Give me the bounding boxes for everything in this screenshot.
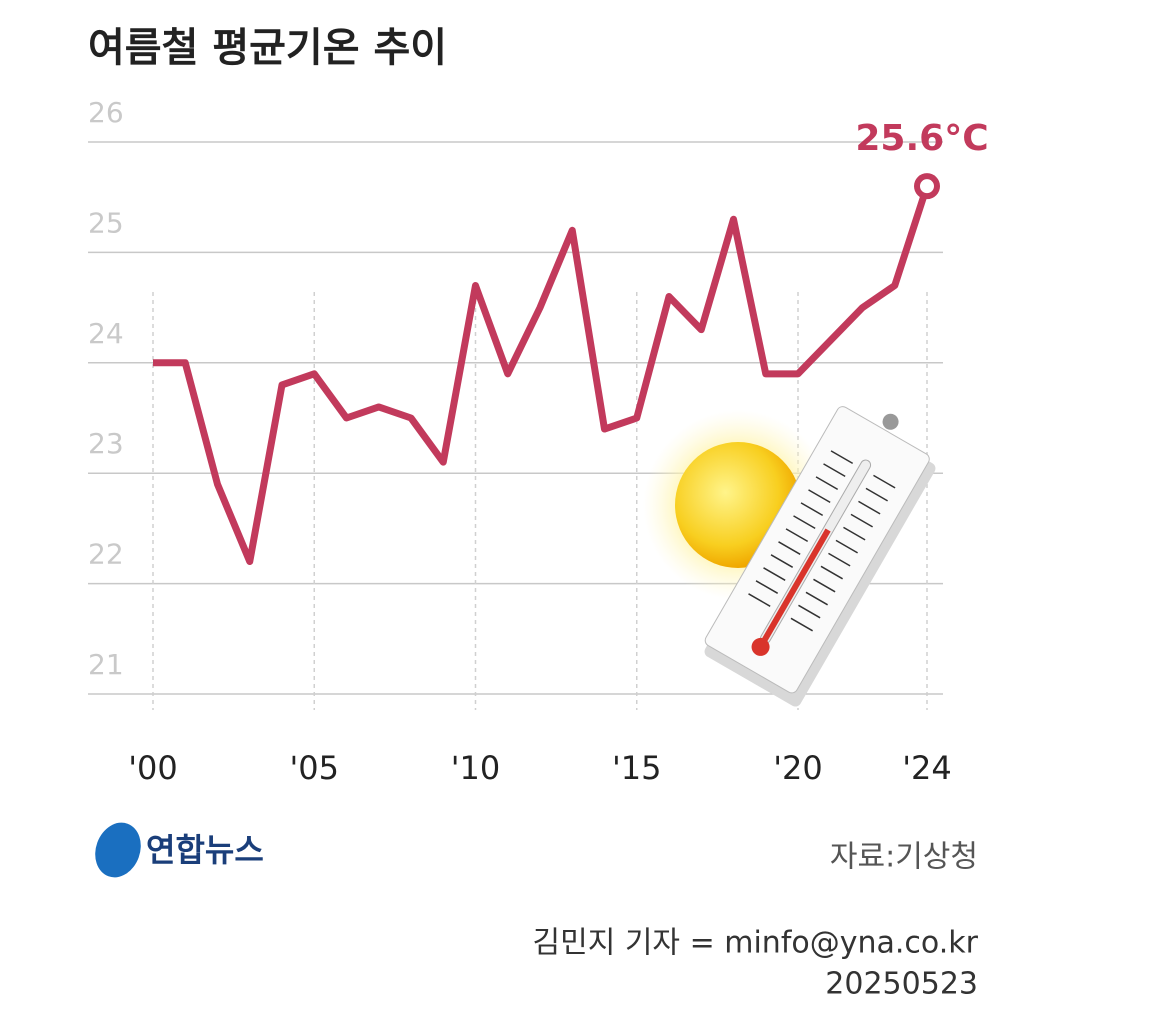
value-label: 25.6°C xyxy=(855,118,988,159)
y-tick-label: 21 xyxy=(88,648,124,681)
x-tick-label: '05 xyxy=(289,749,339,787)
thermometer-hole xyxy=(882,413,899,430)
thermometer-scale xyxy=(748,450,896,632)
logo-mark xyxy=(95,822,141,878)
date: 20250523 xyxy=(825,967,978,1002)
source: 자료:기상청 xyxy=(830,840,978,875)
plot: 25.6°C xyxy=(153,118,989,566)
x-tick-label: '15 xyxy=(612,749,662,787)
line xyxy=(153,185,931,566)
x-tick-label: '10 xyxy=(451,749,501,787)
thermometer xyxy=(704,406,936,707)
thermometer-mercury xyxy=(760,528,831,645)
y-tick-label: 25 xyxy=(88,206,124,239)
logo-text: 연합뉴스 xyxy=(146,831,264,869)
x-tick-label: '00 xyxy=(128,749,178,787)
x-tick-label: '20 xyxy=(773,749,823,787)
thermometer-bulb xyxy=(751,637,770,656)
credit: 김민지 기자 = minfo@yna.co.kr xyxy=(533,926,979,961)
x-tick-label: '24 xyxy=(902,749,952,787)
y-tick-label: 24 xyxy=(88,317,124,350)
y-tick-label: 23 xyxy=(88,427,124,460)
illustration xyxy=(643,406,936,707)
logo: 연합뉴스 xyxy=(95,822,264,878)
end-marker xyxy=(914,173,940,200)
chart-title: 여름철 평균기온 추이 xyxy=(88,25,447,71)
y-tick-label: 22 xyxy=(88,538,124,571)
y-tick-label: 26 xyxy=(88,96,124,129)
